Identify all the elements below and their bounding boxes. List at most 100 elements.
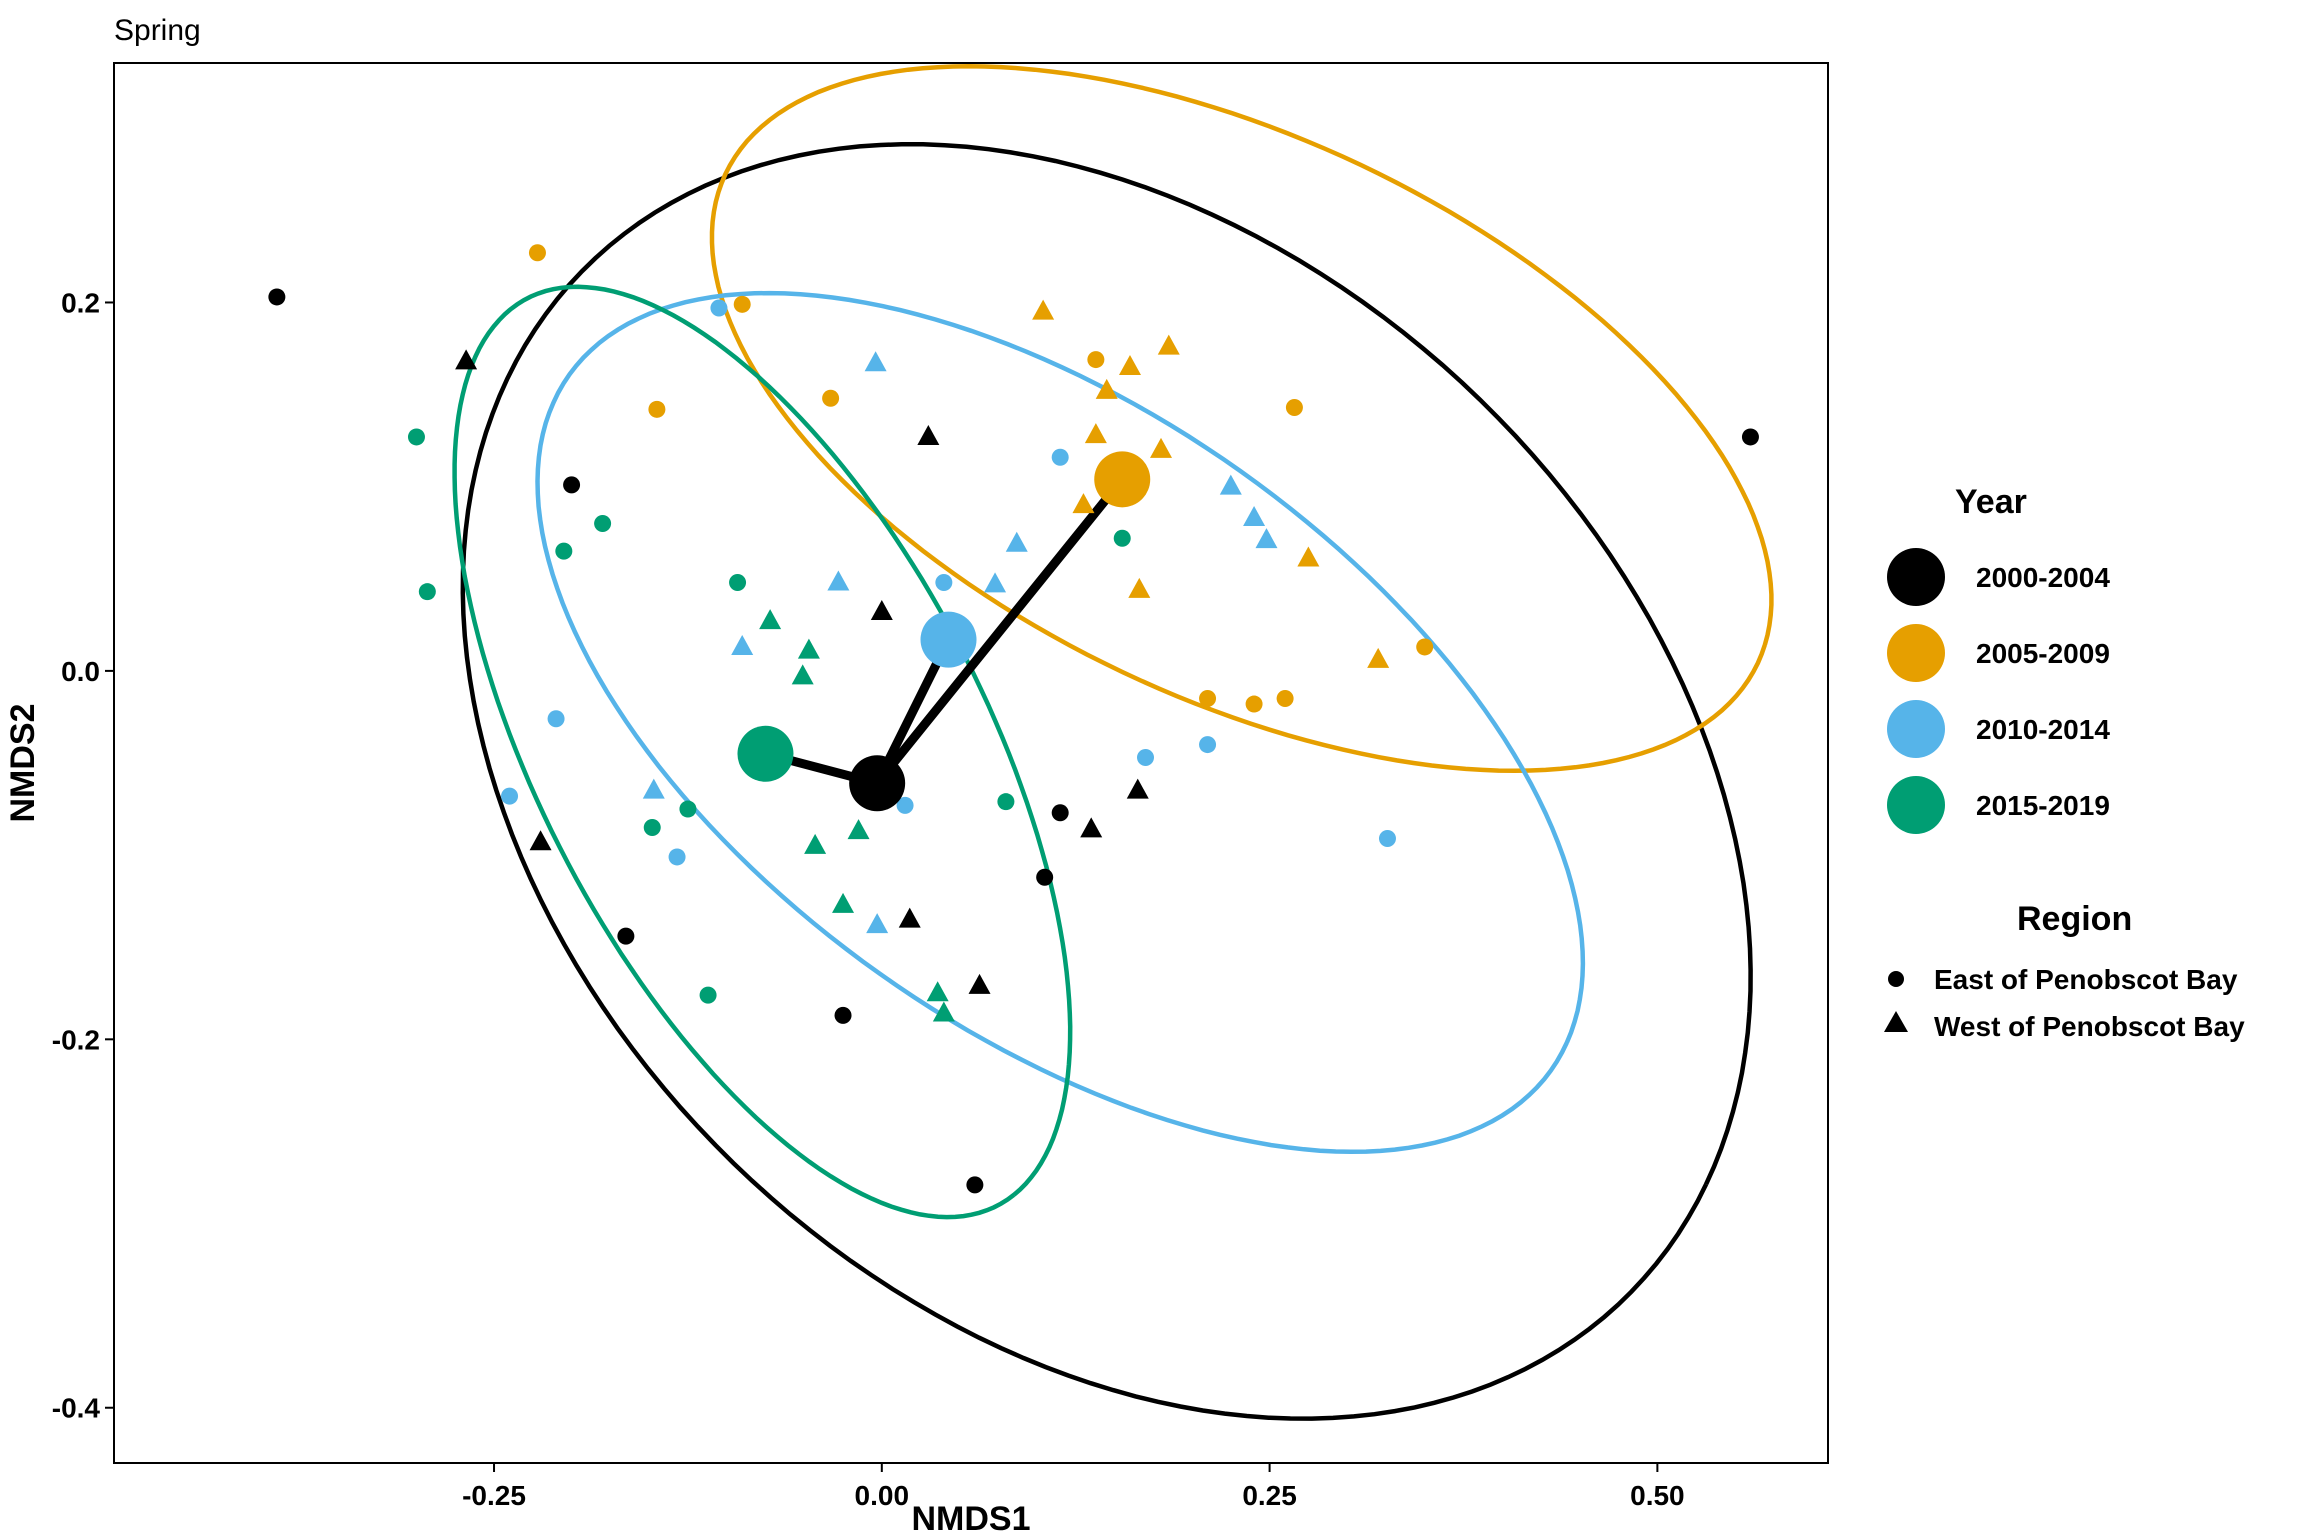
- point-circle-2015-2019: [1113, 529, 1131, 547]
- x-axis-title: NMDS1: [911, 1500, 1030, 1536]
- y-tick-label: -0.2: [52, 1024, 100, 1055]
- y-axis-ticks: -0.4 -0.2 0.0 0.2: [52, 287, 114, 1424]
- point-triangle-2015-2019: [759, 609, 782, 630]
- point-circle-2015-2019: [699, 986, 717, 1004]
- point-triangle-2005-2009: [1367, 647, 1390, 668]
- point-circle-2000-2004: [1051, 804, 1069, 822]
- point-circle-2015-2019: [555, 542, 573, 560]
- plot-layer: [268, 64, 1774, 1421]
- point-triangle-2015-2019: [791, 664, 814, 685]
- x-tick-label: 0.00: [855, 1480, 910, 1511]
- y-axis-title: NMDS2: [4, 703, 42, 822]
- point-circle-2010-2014: [935, 573, 953, 591]
- point-circle-2000-2004: [1036, 868, 1054, 886]
- point-circle-2010-2014: [1051, 448, 1069, 466]
- point-circle-2010-2014: [547, 710, 565, 728]
- legend-year-label: 2015-2019: [1976, 790, 2110, 821]
- point-circle-2000-2004: [834, 1006, 852, 1024]
- point-circle-2010-2014: [1378, 830, 1396, 848]
- point-circle-2015-2019: [643, 818, 661, 836]
- point-triangle-2010-2014: [1219, 474, 1242, 495]
- legend-year-label: 2010-2014: [1976, 714, 2110, 745]
- point-triangle-2005-2009: [1118, 354, 1141, 375]
- point-circle-2000-2004: [1741, 428, 1759, 446]
- point-circle-2000-2004: [617, 927, 635, 945]
- ellipse-2010-2014: [535, 290, 1586, 1155]
- centroid-2005-2009: [1094, 451, 1151, 508]
- legend-region-title: Region: [2017, 900, 2132, 938]
- ellipse-2015-2019: [452, 284, 1073, 1220]
- point-circle-2005-2009: [1199, 690, 1217, 708]
- point-triangle-2010-2014: [1255, 528, 1278, 549]
- point-triangle-2015-2019: [804, 833, 827, 854]
- point-circle-2000-2004: [563, 476, 581, 494]
- ellipse-2005-2009: [709, 64, 1774, 774]
- point-circle-2005-2009: [1285, 398, 1303, 416]
- legend-year-swatch: [1887, 624, 1945, 682]
- point-circle-2010-2014: [501, 787, 519, 805]
- point-triangle-2010-2014: [731, 634, 754, 655]
- legend-year-items: 2000-2004 2005-2009 2010-2014 2015-2019: [1887, 548, 2110, 834]
- point-triangle-2010-2014: [984, 572, 1007, 593]
- point-circle-2010-2014: [1137, 748, 1155, 766]
- legend-year-label: 2005-2009: [1976, 638, 2110, 669]
- point-circle-2010-2014: [710, 299, 728, 317]
- ellipse-2000-2004: [460, 142, 1753, 1421]
- legend-year-label: 2000-2004: [1976, 562, 2110, 593]
- point-triangle-2005-2009: [1072, 493, 1095, 514]
- point-triangle-2015-2019: [932, 1001, 955, 1022]
- legend-year-swatch: [1887, 700, 1945, 758]
- point-triangle-2005-2009: [1095, 378, 1118, 399]
- legend-year-swatch: [1887, 776, 1945, 834]
- legend-region-west-label: West of Penobscot Bay: [1934, 1011, 2245, 1042]
- point-circle-2005-2009: [1416, 638, 1434, 656]
- point-triangle-2005-2009: [1084, 423, 1107, 444]
- y-tick-label: 0.2: [61, 287, 100, 318]
- point-circle-2015-2019: [418, 583, 436, 601]
- point-triangle-2010-2014: [1005, 531, 1028, 552]
- point-circle-2015-2019: [729, 573, 747, 591]
- centroid-2000-2004: [849, 755, 906, 812]
- point-triangle-2000-2004: [1126, 778, 1149, 799]
- point-triangle-2000-2004: [898, 907, 921, 928]
- point-triangle-2005-2009: [1128, 577, 1151, 598]
- point-circle-2015-2019: [407, 428, 425, 446]
- point-triangle-2005-2009: [1157, 334, 1180, 355]
- x-axis-ticks: -0.25 0.00 0.25 0.50: [462, 1463, 1685, 1511]
- point-circle-2000-2004: [966, 1176, 984, 1194]
- point-triangle-2015-2019: [832, 892, 855, 913]
- centroid-link-2005-2009: [872, 474, 1127, 788]
- point-circle-2005-2009: [1087, 351, 1105, 369]
- legend: Year 2000-2004 2005-2009 2010-2014 2015-201…: [1884, 483, 2245, 1042]
- point-triangle-2010-2014: [1243, 506, 1266, 526]
- point-triangle-2000-2004: [455, 349, 478, 370]
- x-tick-label: 0.50: [1630, 1480, 1685, 1511]
- legend-circle-icon: [1888, 971, 1904, 987]
- centroid-2015-2019: [737, 725, 794, 782]
- plot-panel-border: [113, 62, 1829, 1464]
- point-triangle-2005-2009: [1150, 437, 1173, 458]
- point-circle-2005-2009: [1245, 695, 1263, 713]
- legend-region-east-label: East of Penobscot Bay: [1934, 964, 2238, 995]
- point-triangle-2005-2009: [1297, 546, 1320, 567]
- x-tick-label: -0.25: [462, 1480, 526, 1511]
- point-circle-2005-2009: [528, 244, 546, 262]
- point-circle-2005-2009: [733, 295, 751, 313]
- point-circle-2010-2014: [1199, 736, 1217, 754]
- legend-triangle-icon: [1884, 1011, 1908, 1032]
- point-circle-2015-2019: [594, 515, 612, 533]
- point-triangle-2000-2004: [529, 830, 552, 851]
- point-triangle-2015-2019: [797, 638, 820, 659]
- point-triangle-2015-2019: [926, 981, 949, 1002]
- point-triangle-2000-2004: [917, 424, 940, 445]
- point-circle-2005-2009: [1276, 690, 1294, 708]
- point-triangle-2015-2019: [847, 819, 870, 840]
- y-tick-label: -0.4: [52, 1393, 101, 1424]
- x-tick-label: 0.25: [1242, 1480, 1297, 1511]
- legend-year-swatch: [1887, 548, 1945, 606]
- point-triangle-2010-2014: [827, 570, 850, 591]
- point-triangle-2010-2014: [642, 778, 665, 799]
- point-triangle-2010-2014: [864, 351, 887, 372]
- point-triangle-2000-2004: [1080, 817, 1103, 838]
